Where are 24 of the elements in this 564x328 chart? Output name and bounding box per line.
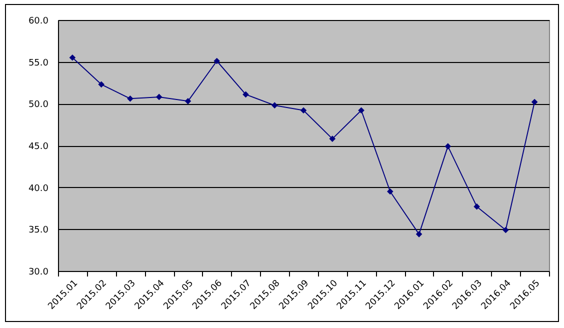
point xyxy=(329,136,336,142)
point xyxy=(127,95,134,102)
y-tick-label: 50.0 xyxy=(28,100,49,110)
y-tick-label: 30.0 xyxy=(28,268,49,278)
point xyxy=(242,91,249,98)
point xyxy=(69,54,76,61)
y-tick-label: 35.0 xyxy=(28,226,49,236)
y-tick-label: 55.0 xyxy=(28,58,49,68)
point xyxy=(474,203,480,210)
point xyxy=(416,231,422,238)
point xyxy=(358,107,364,114)
y-tick-label: 60.0 xyxy=(28,16,49,26)
point xyxy=(156,94,162,100)
point xyxy=(502,226,509,234)
point xyxy=(531,98,538,106)
y-tick-label: 45.0 xyxy=(28,142,49,152)
point xyxy=(98,81,104,88)
point xyxy=(300,107,307,114)
point xyxy=(386,188,394,195)
point xyxy=(444,143,452,150)
point xyxy=(214,58,220,64)
point xyxy=(271,102,278,108)
point xyxy=(184,98,192,104)
y-tick-label: 40.0 xyxy=(28,184,49,194)
